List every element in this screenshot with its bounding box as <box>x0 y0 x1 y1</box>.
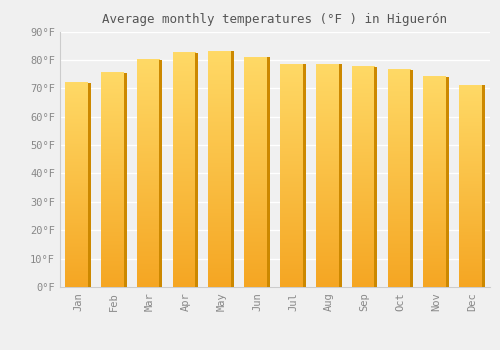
Bar <box>302 64 306 287</box>
Bar <box>410 70 414 287</box>
Bar <box>124 73 126 287</box>
Bar <box>267 57 270 287</box>
Bar <box>195 53 198 287</box>
Bar <box>446 77 449 287</box>
Bar <box>338 64 342 287</box>
Bar <box>482 85 485 287</box>
Bar <box>88 83 91 287</box>
Bar <box>374 67 378 287</box>
Title: Average monthly temperatures (°F ) in Higuerón: Average monthly temperatures (°F ) in Hi… <box>102 13 448 26</box>
Bar <box>231 51 234 287</box>
Bar <box>160 60 162 287</box>
